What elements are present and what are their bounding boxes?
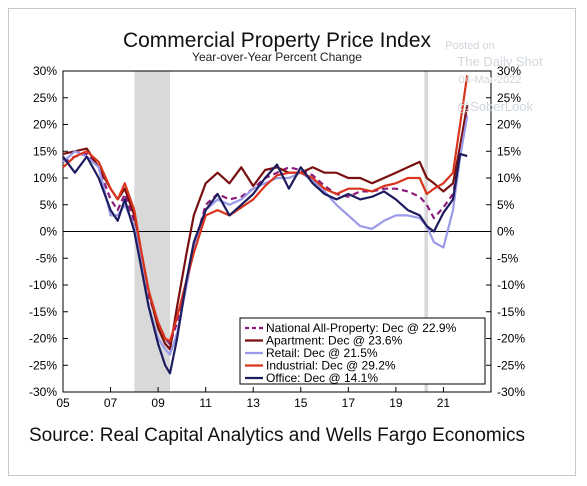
chart-subtitle: Year-over-Year Percent Change bbox=[192, 50, 362, 64]
x-tick-label: 13 bbox=[247, 396, 261, 410]
y-tick-label-right: -25% bbox=[497, 358, 525, 372]
legend-box bbox=[239, 317, 486, 385]
legend-label-4: Office: Dec @ 14.1% bbox=[266, 371, 378, 385]
x-tick-label: 15 bbox=[294, 396, 308, 410]
x-tick-label: 07 bbox=[104, 396, 118, 410]
y-tick-label-right: 20% bbox=[497, 118, 521, 132]
y-tick-label-right: 5% bbox=[497, 198, 515, 212]
y-tick-label-right: -30% bbox=[497, 385, 525, 399]
x-tick-label: 11 bbox=[199, 396, 212, 410]
y-tick-label-left: 10% bbox=[33, 171, 57, 185]
y-tick-label-left: 25% bbox=[33, 91, 57, 105]
y-tick-label-left: -5% bbox=[36, 251, 58, 265]
series-line-4 bbox=[62, 152, 468, 375]
y-tick-label-left: -15% bbox=[29, 305, 57, 319]
y-tick-label-right: 25% bbox=[497, 91, 521, 105]
y-tick-label-right: -20% bbox=[497, 332, 525, 346]
x-tick-label: 17 bbox=[342, 396, 356, 410]
watermark-line-3: 04-Mar-2022 bbox=[459, 74, 522, 86]
y-tick-label-left: -10% bbox=[29, 278, 57, 292]
y-tick-label-right: 10% bbox=[497, 171, 521, 185]
x-tick-label: 05 bbox=[56, 396, 70, 410]
y-tick-label-left: -25% bbox=[29, 358, 57, 372]
x-tick-label: 09 bbox=[151, 396, 165, 410]
chart-source: Source: Real Capital Analytics and Wells… bbox=[29, 425, 525, 446]
legend-label-2: Retail: Dec @ 21.5% bbox=[266, 346, 378, 360]
x-tick-label: 19 bbox=[389, 396, 403, 410]
y-tick-label-right: 0% bbox=[497, 225, 515, 239]
axes: -30% -30% -25% -25% -20% -20% -15% -15% -10% -10%… bbox=[29, 64, 525, 410]
y-tick-label-right: -15% bbox=[497, 305, 525, 319]
y-tick-label-left: 15% bbox=[33, 144, 57, 158]
y-tick-label-left: -30% bbox=[29, 385, 57, 399]
watermark-line-1: Posted on bbox=[445, 40, 495, 52]
chart-frame bbox=[8, 8, 576, 476]
legend-label-1: Apartment: Dec @ 23.6% bbox=[266, 334, 403, 348]
y-tick-label-left: 5% bbox=[40, 198, 58, 212]
y-tick-label-left: 30% bbox=[33, 64, 57, 78]
watermark-line-4: @SoberLook bbox=[457, 99, 534, 114]
y-tick-label-left: 20% bbox=[33, 118, 57, 132]
y-tick-label-right: 30% bbox=[497, 64, 521, 78]
y-tick-label-right: -10% bbox=[497, 278, 525, 292]
y-tick-label-right: 15% bbox=[497, 144, 521, 158]
x-tick-label: 21 bbox=[437, 396, 451, 410]
y-tick-label-left: -20% bbox=[29, 332, 57, 346]
series-line-1 bbox=[62, 105, 469, 351]
chart-title: Commercial Property Price Index bbox=[123, 29, 432, 52]
series-lines bbox=[62, 75, 469, 375]
legend: National All-Property: Dec @ 22.9%Apartm… bbox=[239, 317, 486, 385]
legend-label-3: Industrial: Dec @ 29.2% bbox=[266, 359, 396, 373]
legend-label-0: National All-Property: Dec @ 22.9% bbox=[266, 321, 457, 335]
series-line-0 bbox=[62, 108, 469, 345]
y-tick-label-right: -5% bbox=[497, 251, 519, 265]
watermark-line-2: The Daily Shot bbox=[457, 54, 543, 69]
y-tick-label-left: 0% bbox=[40, 225, 58, 239]
series-line-3 bbox=[62, 75, 469, 343]
